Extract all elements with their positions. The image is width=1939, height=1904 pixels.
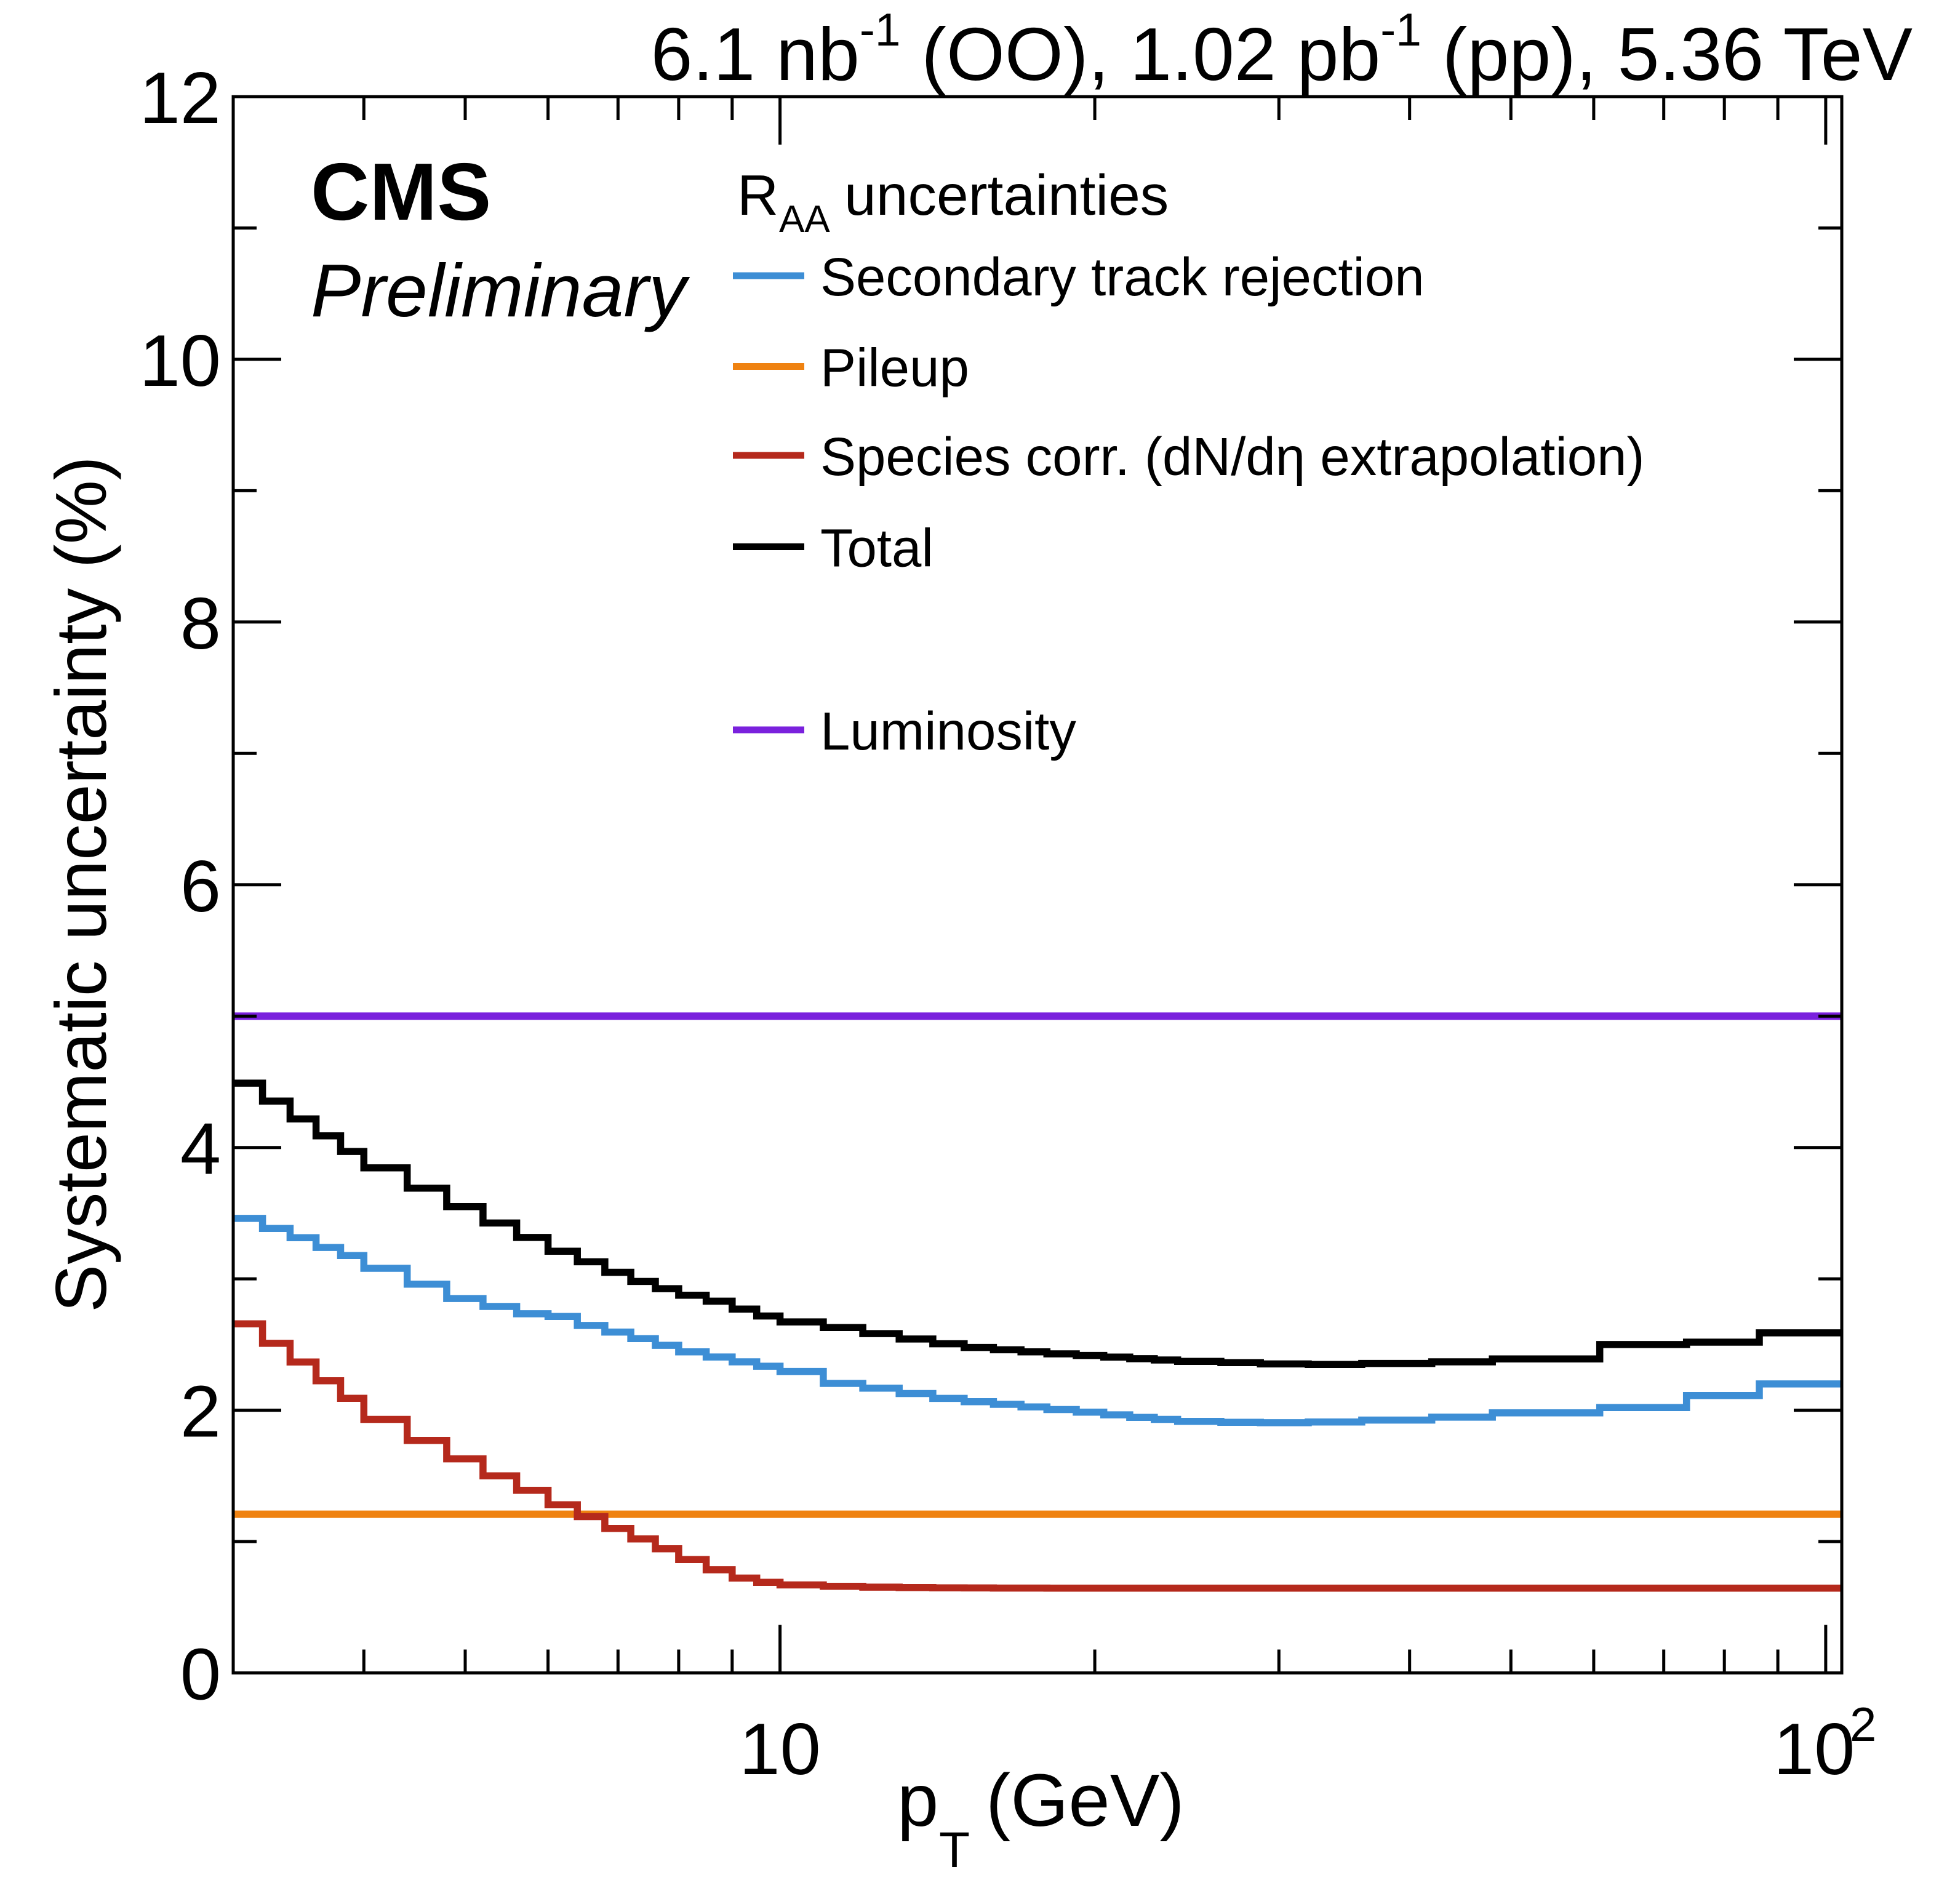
- svg-text:8: 8: [180, 583, 221, 665]
- svg-text:R: R: [737, 163, 778, 227]
- svg-text:2: 2: [1850, 1697, 1876, 1751]
- svg-text:10: 10: [140, 320, 221, 402]
- svg-text:10: 10: [739, 1708, 820, 1790]
- svg-text:Preliminary: Preliminary: [311, 249, 690, 332]
- svg-text:Luminosity: Luminosity: [820, 702, 1076, 761]
- svg-text:6.1 nb-1 (OO), 1.02 pb-1 (pp),: 6.1 nb-1 (OO), 1.02 pb-1 (pp), 5.36 TeV: [651, 4, 1913, 96]
- svg-text:6: 6: [180, 846, 221, 927]
- svg-text:12: 12: [140, 57, 221, 139]
- svg-text:uncertainties: uncertainties: [844, 163, 1169, 227]
- svg-text:Species corr. (dN/dη extrapola: Species corr. (dN/dη extrapolation): [820, 427, 1645, 487]
- svg-text:(GeV): (GeV): [986, 1758, 1185, 1842]
- svg-text:0: 0: [180, 1634, 221, 1716]
- svg-text:2: 2: [180, 1371, 221, 1453]
- svg-text:p: p: [897, 1758, 938, 1842]
- svg-text:T: T: [939, 1822, 970, 1878]
- svg-text:10: 10: [1773, 1708, 1855, 1790]
- svg-text:Pileup: Pileup: [820, 338, 969, 398]
- svg-text:Secondary track rejection: Secondary track rejection: [820, 247, 1425, 307]
- svg-text:Systematic uncertainty (%): Systematic uncertainty (%): [41, 456, 121, 1312]
- svg-text:4: 4: [180, 1108, 221, 1190]
- svg-text:AA: AA: [779, 198, 830, 241]
- svg-text:Total: Total: [820, 519, 934, 578]
- svg-text:CMS: CMS: [311, 146, 491, 237]
